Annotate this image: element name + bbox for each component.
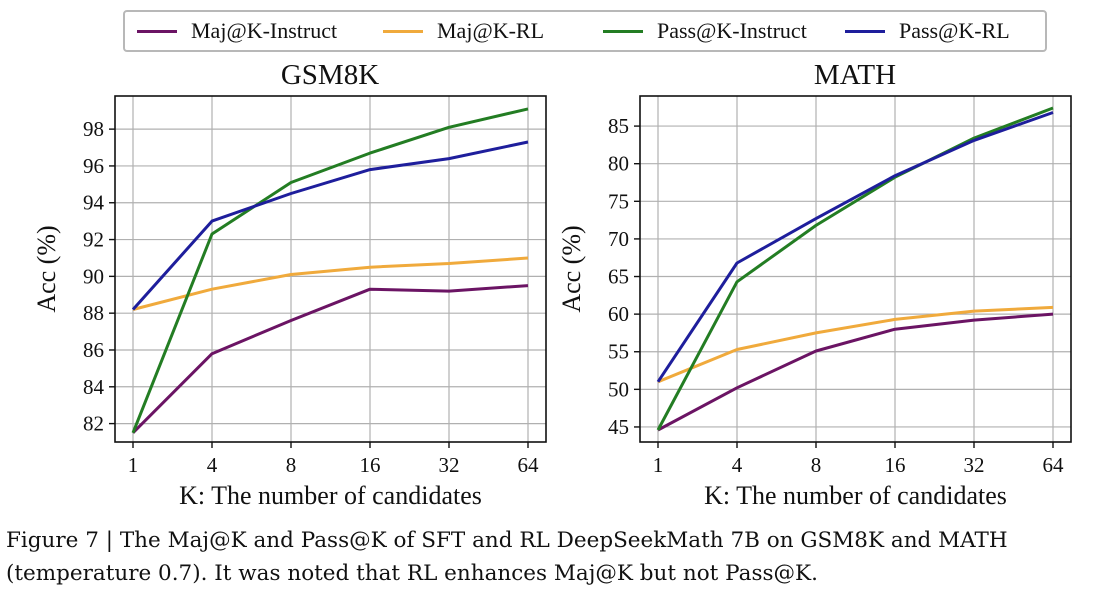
legend-item-pass-instruct: Pass@K-Instruct — [603, 12, 807, 50]
x-tick-label: 4 — [732, 453, 743, 477]
y-tick-label: 94 — [83, 191, 105, 215]
x-tick-label: 32 — [964, 453, 985, 477]
y-tick-label: 84 — [83, 375, 105, 399]
series-line — [132, 256, 529, 311]
legend-label: Maj@K-Instruct — [191, 18, 338, 43]
series-line — [131, 107, 529, 434]
legend-swatch — [137, 29, 177, 33]
series-line — [656, 106, 1054, 431]
y-tick-label: 60 — [608, 302, 629, 326]
y-tick-label: 98 — [83, 117, 104, 141]
y-axis-title: Acc (%) — [557, 225, 586, 312]
x-tick-label: 64 — [518, 453, 540, 477]
series-line — [657, 305, 1054, 384]
x-tick-label: 32 — [439, 453, 460, 477]
y-tick-label: 92 — [83, 228, 104, 252]
y-tick-label: 65 — [608, 265, 629, 289]
x-tick-label: 16 — [885, 453, 906, 477]
y-tick-label: 88 — [83, 301, 104, 325]
caption-line-2: (temperature 0.7). It was noted that RL … — [6, 561, 818, 586]
y-tick-label: 75 — [608, 189, 629, 213]
x-tick-label: 8 — [811, 453, 822, 477]
y-tick-label: 70 — [608, 227, 629, 251]
legend-label: Pass@K-RL — [899, 18, 1010, 43]
legend-item-maj-instruct: Maj@K-Instruct — [137, 12, 337, 50]
series-line — [131, 140, 529, 311]
series-line — [657, 312, 1054, 432]
legend-swatch — [845, 29, 885, 33]
legend-swatch — [603, 29, 643, 33]
y-tick-label: 55 — [608, 340, 629, 364]
y-tick-label: 86 — [83, 338, 104, 362]
x-tick-label: 4 — [207, 453, 218, 477]
figure-caption: Figure 7 | The Maj@K and Pass@K of SFT a… — [6, 524, 1118, 590]
caption-line-1: Figure 7 | The Maj@K and Pass@K of SFT a… — [6, 528, 1008, 553]
y-tick-label: 85 — [608, 114, 629, 138]
legend-item-maj-rl: Maj@K-RL — [383, 12, 544, 50]
y-tick-label: 96 — [83, 154, 104, 178]
x-axis-title: K: The number of candidates — [179, 481, 482, 510]
legend-swatch — [383, 29, 423, 33]
plot-frame — [114, 95, 547, 443]
legend-label: Pass@K-Instruct — [657, 18, 807, 43]
x-tick-label: 64 — [1043, 453, 1065, 477]
y-tick-label: 50 — [608, 377, 629, 401]
x-tick-label: 1 — [653, 453, 664, 477]
x-tick-label: 16 — [360, 453, 381, 477]
x-axis-title: K: The number of candidates — [704, 481, 1007, 510]
y-tick-label: 82 — [83, 412, 104, 436]
y-tick-label: 90 — [83, 264, 104, 288]
legend-item-pass-rl: Pass@K-RL — [845, 12, 1010, 50]
x-tick-label: 8 — [286, 453, 297, 477]
y-axis-title: Acc (%) — [32, 225, 61, 312]
legend-label: Maj@K-RL — [437, 18, 545, 43]
plot-frame — [639, 95, 1072, 443]
panel-title: MATH — [814, 59, 896, 91]
panel-title: GSM8K — [281, 59, 379, 91]
series-line — [656, 111, 1054, 383]
y-tick-label: 80 — [608, 152, 629, 176]
y-tick-label: 45 — [608, 415, 629, 439]
series-line — [131, 284, 529, 434]
legend: Maj@K-Instruct Maj@K-RL Pass@K-Instruct … — [123, 10, 1047, 52]
x-tick-label: 1 — [128, 453, 139, 477]
